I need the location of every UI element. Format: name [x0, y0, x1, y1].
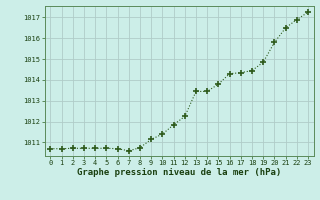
X-axis label: Graphe pression niveau de la mer (hPa): Graphe pression niveau de la mer (hPa) [77, 168, 281, 177]
